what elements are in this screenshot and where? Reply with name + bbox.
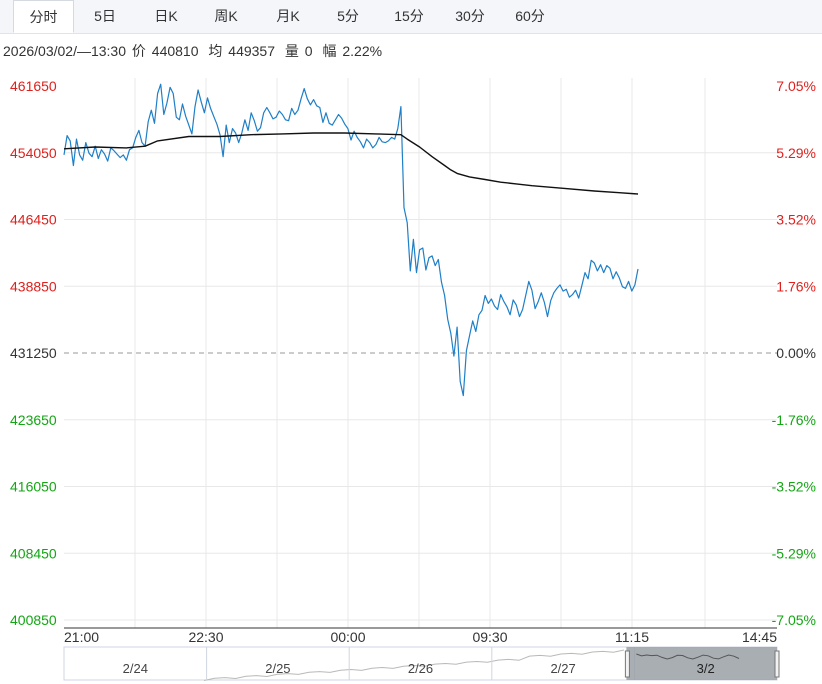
tab-intraday[interactable]: 分时 bbox=[13, 0, 74, 33]
info-volume-value: 0 bbox=[304, 43, 313, 59]
navigator-day-label: 2/25 bbox=[265, 661, 290, 676]
info-amplitude-value: 2.22% bbox=[342, 43, 383, 59]
pct-tick-label: -3.52% bbox=[772, 479, 816, 495]
pct-tick-label: -1.76% bbox=[772, 412, 816, 428]
tab-5day[interactable]: 5日 bbox=[94, 8, 116, 24]
navigator-selection bbox=[626, 647, 777, 680]
navigator-trend-line bbox=[203, 649, 625, 681]
tab-15min[interactable]: 15分 bbox=[394, 8, 424, 24]
x-tick-label: 22:30 bbox=[188, 629, 223, 645]
x-tick-label: 14:45 bbox=[742, 629, 777, 645]
pct-tick-label: -7.05% bbox=[772, 612, 816, 628]
x-tick-label: 09:30 bbox=[472, 629, 507, 645]
info-volume-label: 量 bbox=[284, 43, 299, 59]
period-tab-bar: 分时 5日 日K 周K 月K 5分 15分 30分 60分 bbox=[0, 0, 822, 34]
pct-tick-label: 1.76% bbox=[776, 278, 816, 294]
y-tick-label: 461650 bbox=[10, 78, 57, 94]
navigator-handle-left bbox=[624, 650, 630, 678]
pct-tick-label: 0.00% bbox=[776, 345, 816, 361]
info-price-label: 价 bbox=[131, 43, 146, 59]
navigator-day-label: 2/27 bbox=[550, 661, 575, 676]
y-tick-label: 408450 bbox=[10, 545, 57, 561]
tab-30min[interactable]: 30分 bbox=[455, 8, 485, 24]
info-price-value: 440810 bbox=[151, 43, 199, 59]
tab-daily-k[interactable]: 日K bbox=[154, 8, 178, 24]
tab-5min[interactable]: 5分 bbox=[337, 8, 359, 24]
x-tick-label: 00:00 bbox=[330, 629, 365, 645]
tab-60min[interactable]: 60分 bbox=[515, 8, 545, 24]
tab-monthly-k[interactable]: 月K bbox=[276, 8, 300, 24]
y-tick-label: 431250 bbox=[10, 345, 57, 361]
y-tick-label: 416050 bbox=[10, 479, 57, 495]
y-tick-label: 446450 bbox=[10, 212, 57, 228]
x-tick-label: 21:00 bbox=[64, 629, 99, 645]
price-series-line bbox=[63, 83, 639, 397]
navigator-selected-line bbox=[636, 653, 740, 660]
pct-tick-label: 5.29% bbox=[776, 145, 816, 161]
info-amplitude-label: 幅 bbox=[322, 43, 337, 59]
navigator-handle-right bbox=[774, 650, 780, 678]
quote-info-bar: 2026/03/02/—13:30 价 440810 均 449357 量 0 … bbox=[3, 41, 384, 61]
y-tick-label: 454050 bbox=[10, 145, 57, 161]
info-datetime: 2026/03/02/—13:30 bbox=[3, 43, 126, 59]
y-tick-label: 423650 bbox=[10, 412, 57, 428]
pct-tick-label: 7.05% bbox=[776, 78, 816, 94]
y-tick-label: 400850 bbox=[10, 612, 57, 628]
navigator-day-label: 3/2 bbox=[697, 661, 715, 676]
tab-weekly-k[interactable]: 周K bbox=[214, 8, 238, 24]
info-avg-value: 449357 bbox=[228, 43, 275, 59]
average-series-line bbox=[63, 132, 639, 195]
x-tick-label: 11:15 bbox=[615, 629, 649, 645]
navigator-day-label: 2/26 bbox=[408, 661, 433, 676]
pct-tick-label: 3.52% bbox=[776, 212, 816, 228]
info-avg-label: 均 bbox=[208, 43, 223, 59]
navigator-day-label: 2/24 bbox=[123, 661, 148, 676]
y-tick-label: 438850 bbox=[10, 278, 57, 294]
pct-tick-label: -5.29% bbox=[772, 545, 816, 561]
